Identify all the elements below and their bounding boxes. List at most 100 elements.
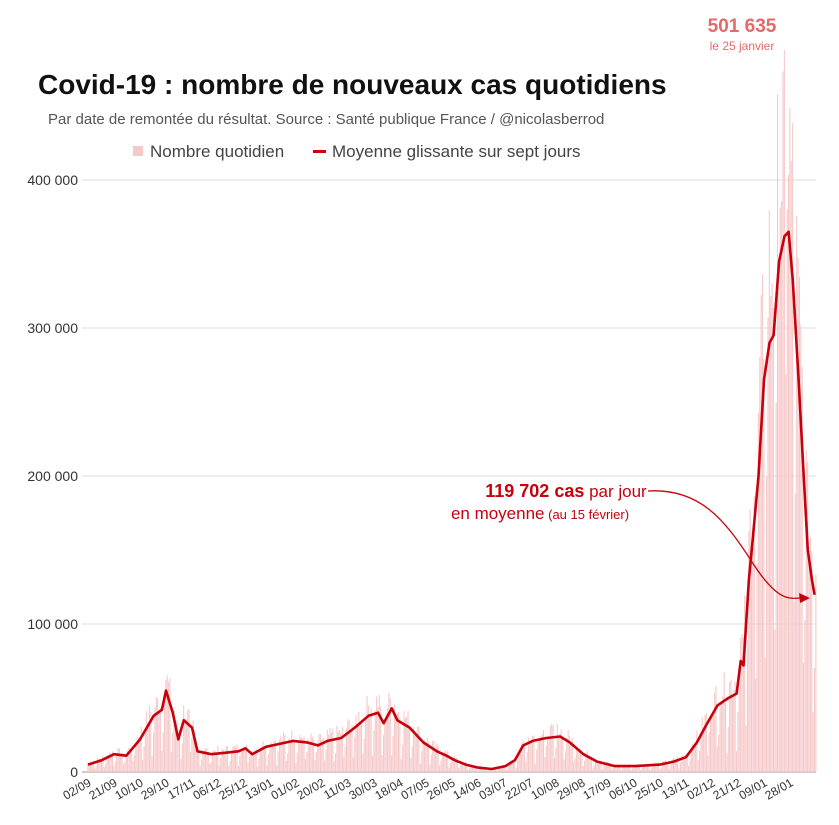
daily-bar: [326, 729, 328, 772]
daily-bar: [421, 750, 423, 772]
daily-bar: [194, 730, 196, 772]
daily-bar: [764, 657, 766, 772]
daily-bar: [781, 200, 783, 772]
daily-bar: [180, 759, 182, 772]
daily-bar: [752, 533, 754, 772]
daily-bar: [619, 765, 621, 772]
daily-bar: [647, 764, 649, 772]
daily-bar: [354, 736, 356, 772]
daily-bar: [694, 745, 696, 772]
daily-bar: [532, 735, 534, 772]
daily-bar: [417, 726, 419, 772]
daily-bar: [397, 711, 400, 772]
daily-bar: [755, 678, 757, 772]
daily-bar: [262, 741, 264, 772]
daily-bar: [582, 765, 584, 772]
daily-bar: [432, 740, 434, 772]
daily-bar: [199, 765, 201, 772]
daily-bar: [422, 740, 424, 772]
daily-bar: [753, 496, 755, 772]
daily-bar: [229, 760, 231, 772]
daily-bar: [106, 755, 108, 772]
daily-bar: [155, 696, 157, 772]
daily-bar: [281, 740, 283, 772]
daily-bar: [603, 765, 605, 772]
daily-bar: [198, 752, 200, 772]
daily-bar: [522, 739, 524, 772]
daily-bar: [612, 767, 614, 772]
daily-bar: [291, 730, 293, 772]
daily-bar: [363, 738, 365, 772]
daily-bar: [544, 757, 546, 772]
daily-bar: [712, 715, 714, 772]
daily-bar: [351, 724, 353, 772]
daily-bar: [584, 760, 586, 772]
daily-bar: [696, 730, 698, 772]
daily-bar: [541, 734, 543, 772]
daily-bar: [631, 768, 634, 772]
daily-bar: [139, 738, 141, 772]
daily-bar: [128, 747, 130, 772]
daily-bar: [578, 748, 580, 772]
gridlines: [82, 179, 816, 773]
daily-bar: [569, 735, 571, 772]
daily-bar: [110, 755, 112, 772]
daily-bar: [649, 769, 651, 772]
daily-bar: [278, 739, 280, 772]
daily-bar: [102, 755, 104, 772]
daily-bar: [373, 730, 375, 772]
daily-bar: [605, 762, 608, 772]
daily-bar: [162, 732, 164, 772]
daily-bar: [521, 743, 523, 772]
daily-bar: [318, 734, 320, 772]
daily-bar: [92, 761, 94, 772]
daily-bar: [350, 731, 352, 772]
daily-bar: [794, 493, 796, 772]
daily-bar: [495, 767, 497, 772]
daily-bar: [811, 551, 813, 772]
daily-bar: [292, 741, 294, 772]
daily-bar: [543, 730, 545, 772]
daily-bars: [87, 50, 817, 773]
daily-bar: [337, 731, 339, 772]
daily-bar: [430, 754, 432, 772]
daily-bar: [730, 679, 732, 772]
daily-bar: [734, 681, 736, 772]
daily-bar: [289, 741, 291, 772]
daily-bar: [614, 765, 616, 772]
daily-bar: [504, 765, 506, 772]
daily-bar: [718, 734, 720, 772]
daily-bar: [759, 356, 761, 772]
y-tick-label: 0: [70, 764, 78, 780]
daily-bar: [488, 769, 490, 772]
daily-bar: [463, 761, 465, 772]
daily-bar: [761, 274, 764, 772]
daily-bar: [98, 758, 100, 772]
daily-bar: [459, 766, 461, 772]
daily-bar: [344, 746, 346, 772]
daily-bar: [385, 712, 387, 772]
daily-bar: [293, 741, 296, 772]
daily-bar: [341, 726, 343, 772]
daily-bar: [236, 744, 238, 772]
daily-bar: [607, 761, 609, 772]
daily-bar: [374, 710, 376, 772]
daily-bar: [651, 767, 653, 772]
daily-bar: [738, 675, 740, 772]
daily-bar: [220, 757, 222, 772]
daily-bar: [263, 747, 265, 772]
daily-bar: [395, 713, 397, 772]
daily-bar: [209, 764, 211, 772]
daily-bar: [319, 734, 322, 772]
daily-bar: [714, 692, 716, 772]
daily-bar: [454, 755, 456, 772]
daily-bar: [514, 758, 516, 772]
daily-bar: [96, 757, 98, 772]
daily-bar: [793, 601, 795, 772]
daily-bar: [384, 719, 386, 772]
daily-bar: [136, 736, 138, 772]
daily-bar: [118, 748, 120, 772]
daily-bar: [185, 719, 187, 772]
daily-bar: [801, 366, 803, 772]
peak-date-label: le 25 janvier: [710, 39, 775, 53]
